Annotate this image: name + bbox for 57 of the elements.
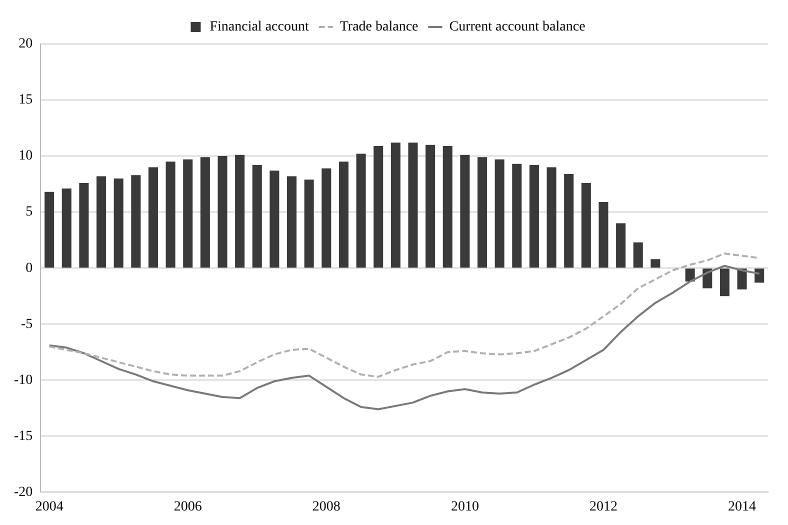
x-tick-label: 2004 <box>35 499 64 514</box>
legend-label: Financial account <box>210 20 309 35</box>
legend-label: Current account balance <box>449 20 586 35</box>
bar <box>650 259 660 268</box>
bar <box>442 146 452 268</box>
y-tick-label: 15 <box>18 92 33 108</box>
bar <box>62 188 72 268</box>
bar <box>235 154 245 268</box>
bar <box>166 162 176 268</box>
bar <box>79 182 89 268</box>
x-tick-label: 2012 <box>589 499 618 514</box>
x-tick-label: 2010 <box>450 499 479 514</box>
x-tick-label: 2006 <box>174 499 202 514</box>
y-tick-label: -5 <box>20 316 33 332</box>
y-tick-label: -10 <box>14 372 33 388</box>
bar <box>720 268 730 296</box>
bar <box>426 144 436 268</box>
bar <box>356 154 366 268</box>
bar <box>322 168 332 268</box>
bar <box>131 175 141 268</box>
y-tick-label: 20 <box>18 36 33 52</box>
y-tick-label: 10 <box>18 148 33 164</box>
bar <box>252 165 262 268</box>
bar <box>564 174 574 268</box>
legend-label: Trade balance <box>340 20 418 35</box>
bar <box>581 182 591 268</box>
bar <box>96 176 106 268</box>
bar <box>512 164 522 268</box>
y-tick-label: -20 <box>14 484 33 500</box>
bar <box>114 178 124 268</box>
bar <box>148 167 158 268</box>
bar <box>408 142 418 268</box>
bar <box>270 170 280 268</box>
bar <box>218 156 228 268</box>
bar <box>685 268 695 282</box>
bar <box>183 159 193 268</box>
bar <box>598 202 608 268</box>
y-tick-label: 0 <box>26 260 33 276</box>
bar <box>338 162 348 268</box>
bar <box>478 157 488 268</box>
bar <box>374 146 384 268</box>
bar <box>494 159 504 268</box>
bar <box>287 176 297 268</box>
x-tick-label: 2008 <box>312 499 340 514</box>
bar <box>754 268 764 283</box>
bar <box>529 165 539 268</box>
bar <box>304 180 314 268</box>
bar <box>616 223 626 268</box>
x-tick-label: 2014 <box>728 499 756 514</box>
bar <box>546 167 556 268</box>
bar <box>633 242 643 268</box>
bar <box>200 157 210 268</box>
bar <box>460 154 470 268</box>
y-tick-label: 5 <box>26 204 33 220</box>
bar <box>390 142 400 268</box>
y-tick-label: -15 <box>14 428 33 444</box>
bar <box>44 192 54 268</box>
